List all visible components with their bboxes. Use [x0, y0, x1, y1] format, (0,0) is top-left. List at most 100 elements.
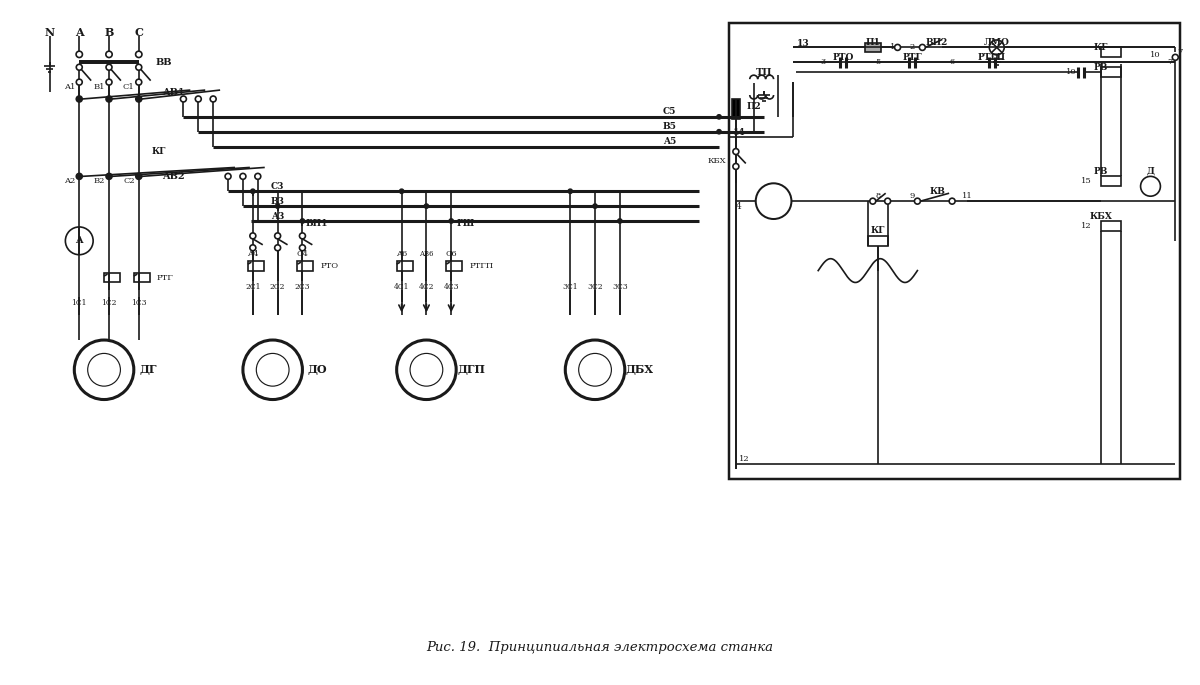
Bar: [134, 273, 150, 282]
Text: 2C1: 2C1: [245, 284, 260, 291]
Circle shape: [77, 79, 83, 85]
Circle shape: [1172, 54, 1178, 60]
Text: C2: C2: [124, 177, 134, 186]
Circle shape: [251, 189, 256, 193]
Circle shape: [919, 45, 925, 51]
Circle shape: [77, 174, 82, 179]
Circle shape: [107, 97, 112, 101]
Circle shape: [106, 64, 112, 71]
Bar: [446, 261, 462, 271]
Text: П2: П2: [746, 103, 761, 112]
Text: РВ: РВ: [1093, 167, 1108, 176]
Text: A1: A1: [64, 83, 76, 91]
Circle shape: [716, 129, 721, 134]
Text: A: A: [76, 236, 83, 245]
Text: 1C3: 1C3: [131, 299, 146, 308]
Text: 6: 6: [949, 58, 955, 66]
Text: КГ: КГ: [870, 227, 884, 236]
Text: 10: 10: [1150, 51, 1160, 60]
Circle shape: [254, 173, 260, 179]
Bar: [865, 43, 881, 52]
Circle shape: [870, 198, 876, 204]
Circle shape: [716, 114, 721, 119]
Text: AB1: AB1: [162, 88, 185, 97]
Text: ДГ: ДГ: [140, 364, 157, 375]
Circle shape: [77, 173, 83, 179]
Circle shape: [136, 79, 142, 85]
Text: B2: B2: [94, 177, 104, 186]
Text: 4: 4: [736, 201, 742, 210]
Text: 14: 14: [732, 128, 745, 137]
Circle shape: [425, 204, 428, 208]
Circle shape: [300, 219, 305, 223]
Text: AB2: AB2: [162, 172, 185, 181]
Circle shape: [300, 245, 306, 251]
Text: 9: 9: [910, 192, 916, 200]
Bar: [1100, 67, 1121, 77]
Circle shape: [275, 233, 281, 239]
Bar: [1100, 221, 1121, 231]
Text: 11: 11: [961, 192, 972, 200]
Text: AB6: AB6: [419, 250, 433, 258]
Circle shape: [136, 51, 142, 58]
Text: ДБХ: ДБХ: [625, 364, 654, 375]
Circle shape: [618, 219, 622, 223]
Text: 5: 5: [875, 58, 881, 66]
Text: C4: C4: [296, 250, 308, 258]
Text: A6: A6: [396, 250, 407, 258]
Text: 3C3: 3C3: [612, 284, 628, 291]
Text: 1C2: 1C2: [101, 299, 116, 308]
Text: 12: 12: [738, 455, 749, 463]
Text: 2C2: 2C2: [270, 284, 286, 291]
Text: B: B: [104, 27, 114, 38]
Text: РТГ: РТГ: [902, 53, 923, 62]
Circle shape: [180, 96, 186, 102]
Text: 7: 7: [1177, 49, 1183, 56]
Circle shape: [136, 64, 142, 71]
Text: A5: A5: [662, 137, 676, 146]
Circle shape: [77, 96, 83, 102]
Text: РТО: РТО: [320, 262, 338, 270]
Bar: [397, 261, 413, 271]
Text: B3: B3: [271, 197, 284, 205]
Text: 3: 3: [821, 58, 826, 66]
Circle shape: [137, 174, 140, 179]
Text: C1: C1: [122, 83, 134, 91]
Circle shape: [449, 219, 454, 223]
Text: C: C: [134, 27, 143, 38]
Text: C3: C3: [271, 182, 284, 191]
Circle shape: [733, 164, 739, 169]
Text: 10: 10: [1066, 68, 1076, 76]
Text: КВ: КВ: [929, 187, 946, 196]
Circle shape: [137, 97, 140, 101]
Bar: [1100, 47, 1121, 58]
Text: ВП2: ВП2: [926, 38, 948, 47]
Text: ДГП: ДГП: [457, 364, 485, 375]
Text: КБХ: КБХ: [707, 158, 726, 166]
Circle shape: [210, 96, 216, 102]
Text: Рис. 19.  Принципиальная электросхема станка: Рис. 19. Принципиальная электросхема ста…: [426, 641, 774, 654]
Circle shape: [106, 173, 112, 179]
Text: ВП1: ВП1: [306, 219, 329, 229]
Circle shape: [894, 45, 900, 51]
Text: 1: 1: [890, 43, 895, 51]
Text: 7: 7: [1168, 58, 1174, 66]
Circle shape: [226, 173, 232, 179]
Circle shape: [77, 97, 82, 101]
Text: A2: A2: [64, 177, 74, 186]
Circle shape: [275, 245, 281, 251]
Circle shape: [884, 198, 890, 204]
Text: 12: 12: [1081, 222, 1091, 230]
Text: 2: 2: [910, 43, 916, 51]
Text: C6: C6: [445, 250, 457, 258]
Text: П1: П1: [865, 38, 881, 47]
Text: РТГП: РТГП: [978, 53, 1006, 62]
Text: ДО: ДО: [307, 364, 328, 375]
Circle shape: [733, 149, 739, 155]
Text: РТО: РТО: [833, 53, 853, 62]
Circle shape: [107, 174, 112, 179]
Text: 8: 8: [875, 192, 881, 200]
Circle shape: [106, 51, 112, 58]
Text: A4: A4: [247, 250, 258, 258]
Text: N: N: [44, 27, 54, 38]
